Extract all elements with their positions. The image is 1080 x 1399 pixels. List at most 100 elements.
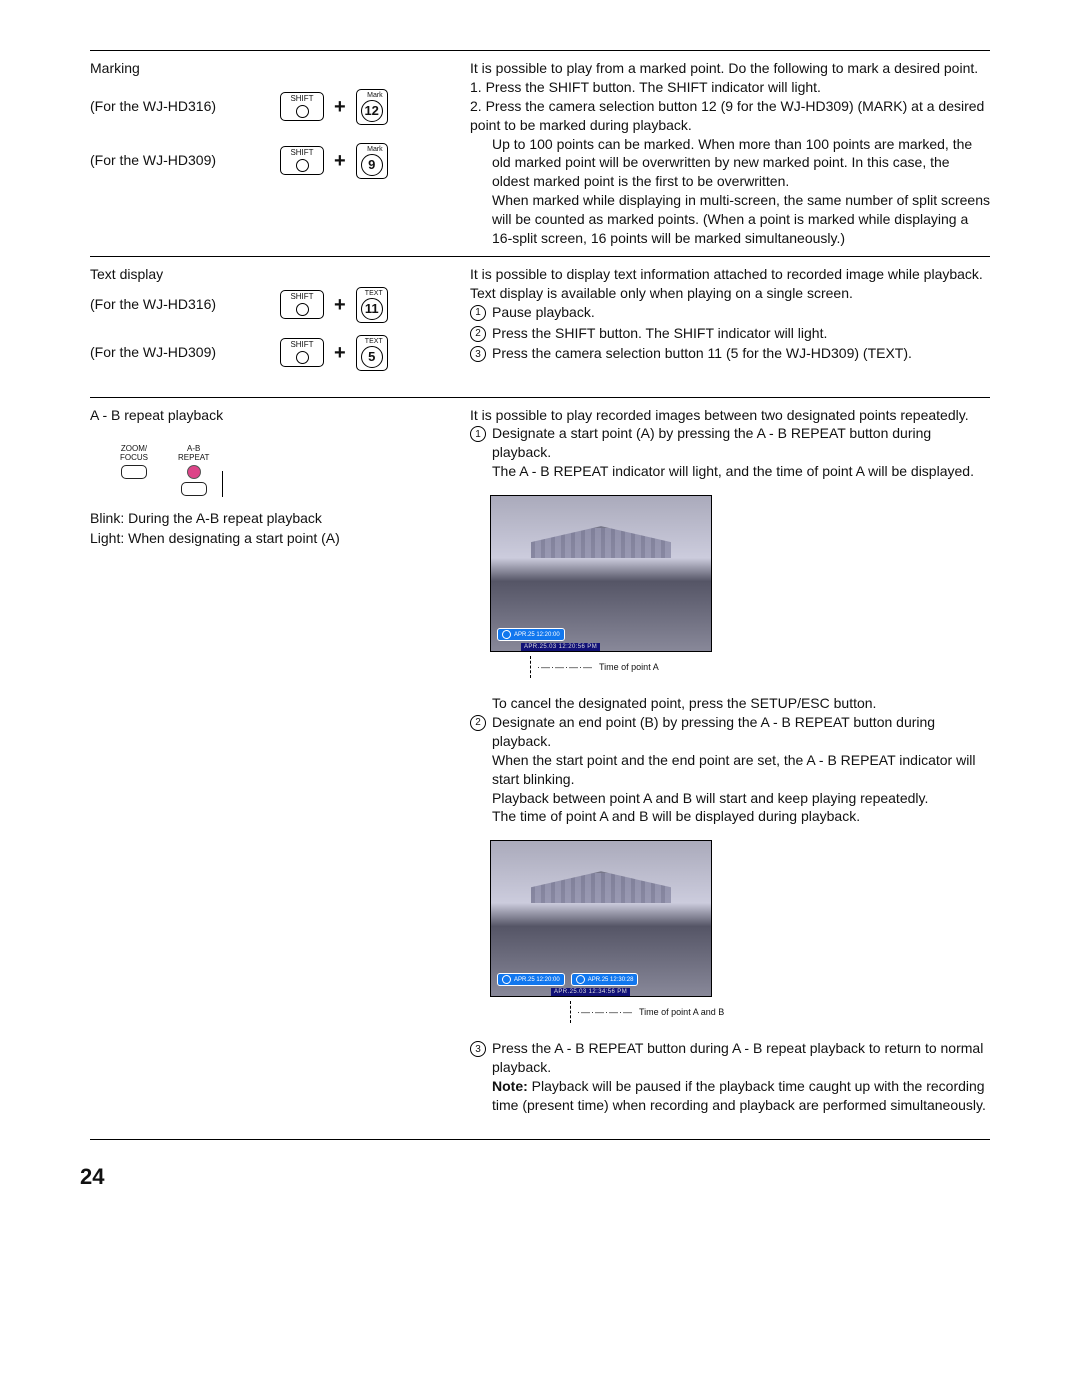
marking-step3: Up to 100 points can be marked. When mor… — [470, 135, 990, 192]
spacer — [470, 1023, 990, 1039]
pointer-line — [222, 471, 223, 497]
step-num-icon: 2 — [470, 326, 486, 342]
ab-s1b: The A - B REPEAT indicator will light, a… — [492, 463, 974, 479]
list-item: 3 Press the A - B REPEAT button during A… — [470, 1039, 990, 1115]
step-num-icon: 1 — [470, 305, 486, 321]
num-9: 9 — [361, 154, 383, 176]
list-item: 2 Press the SHIFT button. The SHIFT indic… — [470, 324, 990, 343]
playback-image-a: APR.25 12:20:00 APR.25.03 12:20:56 PM — [490, 495, 712, 652]
textdisp-s2: Press the SHIFT button. The SHIFT indica… — [492, 324, 827, 343]
text-label: TEXT — [365, 338, 383, 345]
ab-blink: Blink: During the A-B repeat playback — [90, 509, 470, 529]
list-item: 2 Designate an end point (B) by pressing… — [470, 713, 990, 826]
shift-led — [296, 351, 309, 364]
num-5: 5 — [361, 346, 383, 368]
step-num-icon: 1 — [470, 426, 486, 442]
mark-label: Mark — [367, 146, 383, 153]
callout-a: ·—·—·—·— Time of point A — [530, 656, 990, 678]
ab-steps-3: 3 Press the A - B REPEAT button during A… — [470, 1039, 990, 1115]
ab-repeat-button: A-B REPEAT — [178, 443, 209, 496]
chip-a2: APR.25 12:20:00 — [514, 976, 560, 984]
for-309: (For the WJ-HD309) — [90, 343, 270, 363]
chip-dot-icon — [502, 975, 511, 984]
callout-ab-text: Time of point A and B — [639, 1006, 724, 1018]
ab-title: A - B repeat playback — [90, 406, 470, 426]
chip-b2: APR.25 12:30:28 — [588, 976, 634, 984]
led-icon — [187, 465, 201, 479]
shift-led — [296, 303, 309, 316]
marking-step4: When marked while displaying in multi-sc… — [470, 191, 990, 248]
chip-dot-icon — [576, 975, 585, 984]
shift-led — [296, 105, 309, 118]
for-316: (For the WJ-HD316) — [90, 97, 270, 117]
shift-label: SHIFT — [290, 341, 313, 349]
textdisp-s3: Press the camera selection button 11 (5 … — [492, 344, 912, 363]
text-316-line: (For the WJ-HD316) SHIFT + TEXT 11 — [90, 287, 470, 323]
text-11-button: TEXT 11 — [356, 287, 388, 323]
num-12: 12 — [361, 100, 383, 122]
textdisp-steps: 1Pause playback. 2Press the SHIFT button… — [470, 303, 990, 364]
dashes-icon: ·—·—·—·— — [577, 1006, 633, 1018]
shift-button: SHIFT — [280, 146, 324, 175]
shift-button: SHIFT — [280, 92, 324, 121]
step-num-icon: 2 — [470, 715, 486, 731]
list-item: 1 Designate a start point (A) by pressin… — [470, 424, 990, 481]
bottom-rule — [90, 1139, 990, 1140]
status-bar: APR.25 12:20:00 — [497, 628, 565, 641]
text-309-line: (For the WJ-HD309) SHIFT + TEXT 5 — [90, 335, 470, 371]
marking-316-line: (For the WJ-HD316) SHIFT + Mark 12 — [90, 89, 470, 125]
ab-steps-1: 1 Designate a start point (A) by pressin… — [470, 424, 990, 481]
textdisp-title: Text display — [90, 265, 470, 285]
plus-icon: + — [334, 93, 346, 121]
status-bar: APR.25 12:20:00 APR.25 12:30:28 — [497, 973, 638, 986]
ab-s2b: When the start point and the end point a… — [492, 752, 976, 787]
pill-icon — [121, 465, 147, 479]
section-marking: Marking (For the WJ-HD316) SHIFT + Mark … — [90, 50, 990, 256]
marking-left: Marking (For the WJ-HD316) SHIFT + Mark … — [90, 59, 470, 248]
mark-12-button: Mark 12 — [356, 89, 388, 125]
manual-page: Marking (For the WJ-HD316) SHIFT + Mark … — [90, 50, 990, 1140]
textdisp-line2: Text display is available only when play… — [470, 284, 990, 303]
ab-s2c: Playback between point A and B will star… — [492, 790, 928, 806]
shift-label: SHIFT — [290, 293, 313, 301]
callout-a-text: Time of point A — [599, 661, 659, 673]
shift-button: SHIFT — [280, 290, 324, 319]
shift-label: SHIFT — [290, 95, 313, 103]
section-text-display: Text display (For the WJ-HD316) SHIFT + … — [90, 256, 990, 397]
text-label: TEXT — [365, 290, 383, 297]
step-num-icon: 3 — [470, 1041, 486, 1057]
spacer — [470, 678, 990, 694]
for-316: (For the WJ-HD316) — [90, 295, 270, 315]
for-309: (For the WJ-HD309) — [90, 151, 270, 171]
ab-light: Light: When designating a start point (A… — [90, 529, 470, 549]
marking-intro: It is possible to play from a marked poi… — [470, 59, 990, 78]
marking-309-line: (For the WJ-HD309) SHIFT + Mark 9 — [90, 143, 470, 179]
playback-image-ab: APR.25 12:20:00 APR.25 12:30:28 APR.25.0… — [490, 840, 712, 997]
section-ab-repeat: A - B repeat playback ZOOM/ FOCUS A-B RE… — [90, 397, 990, 1125]
textdisp-left: Text display (For the WJ-HD316) SHIFT + … — [90, 265, 470, 389]
note-label: Note: — [492, 1078, 528, 1094]
time-strip: APR.25.03 12:20:56 PM — [521, 643, 600, 651]
shift-led — [296, 159, 309, 172]
text-5-button: TEXT 5 — [356, 335, 388, 371]
ab-steps-2: 2 Designate an end point (B) by pressing… — [470, 713, 990, 826]
ab-intro: It is possible to play recorded images b… — [470, 406, 990, 425]
pill-icon — [181, 482, 207, 496]
plus-icon: + — [334, 147, 346, 175]
textdisp-intro: It is possible to display text informati… — [470, 265, 990, 284]
repeat-label: REPEAT — [178, 452, 209, 463]
zoom-focus-button: ZOOM/ FOCUS — [120, 443, 148, 479]
ab-s1a: Designate a start point (A) by pressing … — [492, 425, 931, 460]
focus-label: FOCUS — [120, 452, 148, 463]
status-chip: APR.25 12:30:28 — [571, 973, 639, 986]
ab-s2d: The time of point A and B will be displa… — [492, 808, 860, 824]
step-num-icon: 3 — [470, 346, 486, 362]
dashline-icon — [530, 656, 531, 678]
note-body: Playback will be paused if the playback … — [492, 1078, 986, 1113]
ab-s2a: Designate an end point (B) by pressing t… — [492, 714, 935, 749]
status-chip: APR.25 12:20:00 — [497, 628, 565, 641]
ab-cancel: To cancel the designated point, press th… — [470, 694, 990, 713]
page-number: 24 — [80, 1164, 104, 1190]
plus-icon: + — [334, 339, 346, 367]
marking-step1: 1. Press the SHIFT button. The SHIFT ind… — [470, 78, 990, 97]
